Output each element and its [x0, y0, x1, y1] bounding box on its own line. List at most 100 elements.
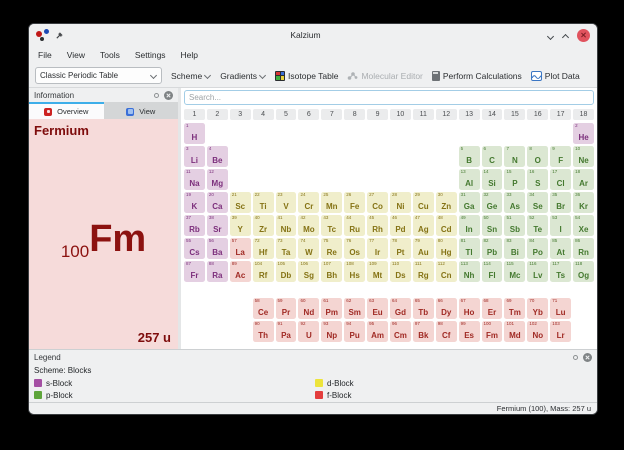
element-cell-Br[interactable]: 35 Br: [550, 192, 572, 213]
element-cell-In[interactable]: 49 In: [458, 215, 480, 236]
gradients-dropdown[interactable]: Gradients: [220, 71, 266, 81]
element-cell-Ra[interactable]: 88 Ra: [206, 261, 228, 282]
element-cell-Ge[interactable]: 32 Ge: [481, 192, 503, 213]
element-cell-Er[interactable]: 68 Er: [481, 298, 503, 319]
element-cell-Kr[interactable]: 36 Kr: [573, 192, 594, 213]
element-cell-Ce[interactable]: 58 Ce: [252, 298, 274, 319]
element-cell-Y[interactable]: 39 Y: [229, 215, 251, 236]
plot-data-button[interactable]: Plot Data: [530, 70, 580, 81]
tab-overview[interactable]: Overview: [29, 102, 104, 119]
element-cell-Lv[interactable]: 116 Lv: [527, 261, 549, 282]
element-cell-Fm[interactable]: 100 Fm: [481, 321, 503, 342]
element-cell-Co[interactable]: 27 Co: [367, 192, 388, 213]
menu-settings[interactable]: Settings: [134, 50, 166, 60]
close-dock-icon[interactable]: [164, 90, 173, 100]
element-cell-Ts[interactable]: 117 Ts: [550, 261, 572, 282]
element-cell-Ho[interactable]: 67 Ho: [458, 298, 480, 319]
element-cell-S[interactable]: 16 S: [527, 169, 549, 190]
element-cell-Ru[interactable]: 44 Ru: [344, 215, 366, 236]
element-cell-Cn[interactable]: 112 Cn: [435, 261, 457, 282]
menu-file[interactable]: File: [38, 50, 52, 60]
element-cell-Am[interactable]: 95 Am: [367, 321, 388, 342]
element-cell-Sm[interactable]: 62 Sm: [344, 298, 366, 319]
search-input[interactable]: [184, 90, 594, 105]
element-cell-P[interactable]: 15 P: [504, 169, 526, 190]
element-cell-Fe[interactable]: 26 Fe: [344, 192, 366, 213]
element-cell-Zr[interactable]: 40 Zr: [252, 215, 274, 236]
element-cell-Li[interactable]: 3 Li: [184, 146, 205, 167]
close-button[interactable]: [577, 28, 590, 42]
element-cell-Ag[interactable]: 47 Ag: [412, 215, 434, 236]
element-cell-Hg[interactable]: 80 Hg: [435, 238, 457, 259]
element-cell-Ar[interactable]: 18 Ar: [573, 169, 594, 190]
element-cell-Pm[interactable]: 61 Pm: [321, 298, 343, 319]
element-cell-Ne[interactable]: 10 Ne: [573, 146, 594, 167]
scheme-dropdown[interactable]: Scheme: [171, 71, 211, 81]
element-cell-Ta[interactable]: 73 Ta: [275, 238, 297, 259]
element-cell-Ds[interactable]: 110 Ds: [390, 261, 411, 282]
element-cell-Mn[interactable]: 25 Mn: [321, 192, 343, 213]
element-cell-Mt[interactable]: 109 Mt: [367, 261, 388, 282]
element-cell-Mc[interactable]: 115 Mc: [504, 261, 526, 282]
element-cell-Pt[interactable]: 78 Pt: [390, 238, 411, 259]
element-cell-Np[interactable]: 93 Np: [321, 321, 343, 342]
element-cell-Fl[interactable]: 114 Fl: [481, 261, 503, 282]
element-cell-Pb[interactable]: 82 Pb: [481, 238, 503, 259]
element-cell-As[interactable]: 33 As: [504, 192, 526, 213]
element-cell-Cl[interactable]: 17 Cl: [550, 169, 572, 190]
element-cell-Bk[interactable]: 97 Bk: [412, 321, 434, 342]
element-cell-I[interactable]: 53 I: [550, 215, 572, 236]
dock-splitter[interactable]: [178, 88, 181, 349]
element-cell-Lu[interactable]: 71 Lu: [550, 298, 572, 319]
maximize-button[interactable]: [562, 32, 569, 39]
element-cell-U[interactable]: 92 U: [298, 321, 320, 342]
element-cell-Lr[interactable]: 103 Lr: [550, 321, 572, 342]
element-cell-No[interactable]: 102 No: [527, 321, 549, 342]
element-cell-Zn[interactable]: 30 Zn: [435, 192, 457, 213]
element-cell-Ir[interactable]: 77 Ir: [367, 238, 388, 259]
menu-tools[interactable]: Tools: [99, 50, 120, 60]
element-cell-Hs[interactable]: 108 Hs: [344, 261, 366, 282]
element-cell-Sn[interactable]: 50 Sn: [481, 215, 503, 236]
element-cell-Os[interactable]: 76 Os: [344, 238, 366, 259]
element-cell-Ba[interactable]: 56 Ba: [206, 238, 228, 259]
element-cell-Cr[interactable]: 24 Cr: [298, 192, 320, 213]
element-cell-Th[interactable]: 90 Th: [252, 321, 274, 342]
element-cell-Fr[interactable]: 87 Fr: [184, 261, 205, 282]
element-cell-Es[interactable]: 99 Es: [458, 321, 480, 342]
element-cell-Nb[interactable]: 41 Nb: [275, 215, 297, 236]
element-cell-Rf[interactable]: 104 Rf: [252, 261, 274, 282]
element-cell-Og[interactable]: 118 Og: [573, 261, 594, 282]
element-cell-Ga[interactable]: 31 Ga: [458, 192, 480, 213]
element-cell-Re[interactable]: 75 Re: [321, 238, 343, 259]
element-cell-Rn[interactable]: 86 Rn: [573, 238, 594, 259]
element-cell-Al[interactable]: 13 Al: [458, 169, 480, 190]
element-cell-Cs[interactable]: 55 Cs: [184, 238, 205, 259]
table-type-select[interactable]: Classic Periodic Table: [35, 67, 162, 84]
element-cell-Md[interactable]: 101 Md: [504, 321, 526, 342]
menu-view[interactable]: View: [66, 50, 85, 60]
minimize-button[interactable]: [547, 32, 554, 39]
element-cell-Db[interactable]: 105 Db: [275, 261, 297, 282]
isotope-table-button[interactable]: Isotope Table: [275, 70, 338, 81]
element-cell-Cm[interactable]: 96 Cm: [390, 321, 411, 342]
element-cell-Pa[interactable]: 91 Pa: [275, 321, 297, 342]
element-cell-Ca[interactable]: 20 Ca: [206, 192, 228, 213]
tab-view[interactable]: View: [103, 102, 178, 119]
element-cell-Rb[interactable]: 37 Rb: [184, 215, 205, 236]
element-cell-Tl[interactable]: 81 Tl: [458, 238, 480, 259]
element-cell-K[interactable]: 19 K: [184, 192, 205, 213]
element-cell-Sr[interactable]: 38 Sr: [206, 215, 228, 236]
perform-calculations-button[interactable]: Perform Calculations: [431, 70, 522, 81]
element-cell-Tb[interactable]: 65 Tb: [412, 298, 434, 319]
element-cell-La[interactable]: 57 La: [229, 238, 251, 259]
element-cell-Ni[interactable]: 28 Ni: [390, 192, 411, 213]
element-cell-Tc[interactable]: 43 Tc: [321, 215, 343, 236]
float-dock-icon[interactable]: [154, 92, 159, 98]
element-cell-Po[interactable]: 84 Po: [527, 238, 549, 259]
